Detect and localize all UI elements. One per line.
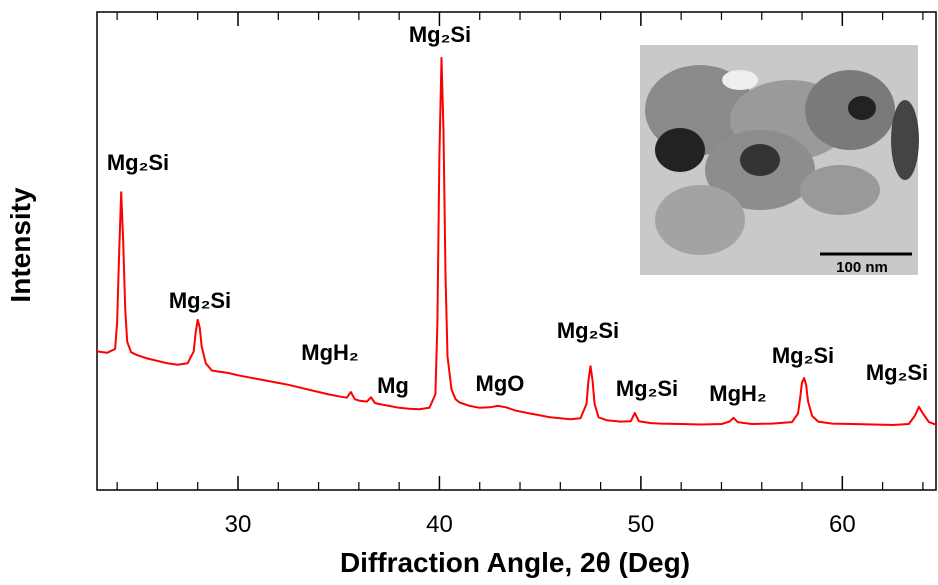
scale-bar-label: 100 nm — [836, 259, 888, 276]
peak-label: Mg₂Si — [107, 150, 169, 175]
peak-label: MgO — [476, 371, 525, 396]
peak-label: MgH₂ — [301, 340, 358, 365]
peak-label: Mg₂Si — [866, 360, 928, 385]
y-axis-label: Intensity — [5, 187, 36, 303]
peak-label: Mg — [377, 373, 409, 398]
x-tick-label: 40 — [426, 511, 453, 538]
x-axis-label: Diffraction Angle, 2θ (Deg) — [340, 547, 690, 578]
peak-label: Mg₂Si — [557, 318, 619, 343]
peak-label: Mg₂Si — [772, 343, 834, 368]
x-tick-label: 60 — [829, 511, 856, 538]
chart: 100 nm Intensity Diffraction Angle, 2θ (… — [0, 0, 938, 585]
x-tick-label: 30 — [225, 511, 252, 538]
peak-label: MgH₂ — [709, 381, 766, 406]
inset-image: 100 nm — [640, 45, 919, 276]
peak-label: Mg₂Si — [169, 288, 231, 313]
peak-label: Mg₂Si — [616, 376, 678, 401]
x-tick-label: 50 — [628, 511, 655, 538]
peak-label: Mg₂Si — [409, 22, 471, 47]
